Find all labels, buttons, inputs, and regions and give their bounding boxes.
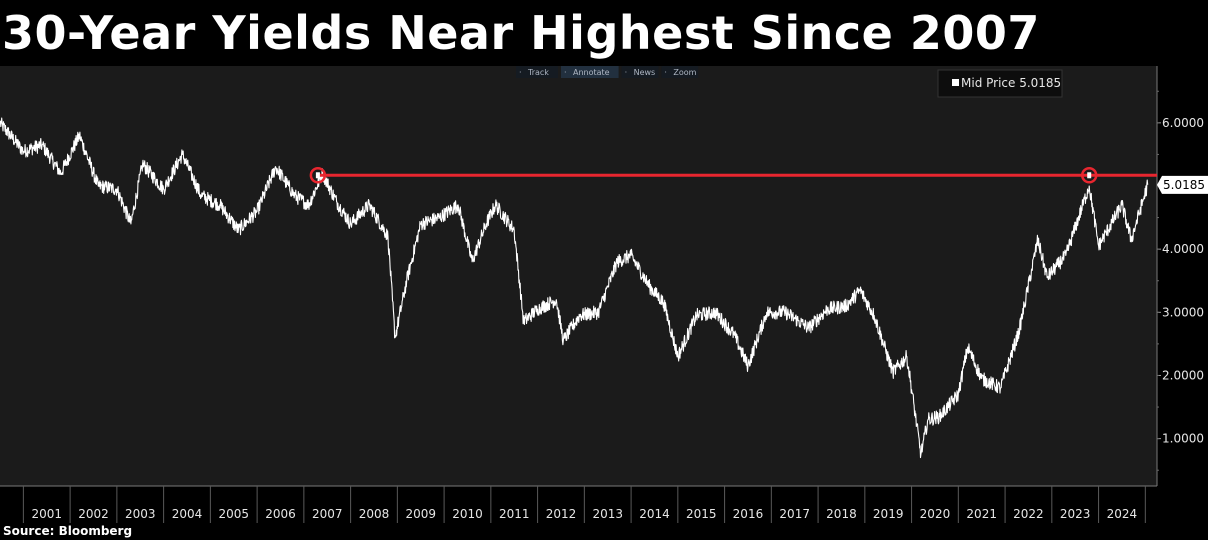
toolbar-track-label: Track bbox=[527, 68, 549, 77]
x-tick-label: 2021 bbox=[966, 507, 997, 521]
y-tick-label: 2.0000 bbox=[1162, 368, 1204, 382]
x-tick-label: 2003 bbox=[125, 507, 156, 521]
y-tick-label: 6.0000 bbox=[1162, 116, 1204, 130]
reference-marker bbox=[1080, 167, 1098, 184]
toolbar-zoom-label: Zoom bbox=[673, 68, 696, 77]
x-axis-ticks: 2001 2002 2003 2004 2005 2006 2007 2008 2009 2010… bbox=[22, 486, 1146, 523]
toolbar-zoom[interactable]: · Zoom bbox=[661, 66, 699, 78]
toolbar-annotate[interactable]: · Annotate bbox=[561, 66, 619, 78]
y-tick-label: 3.0000 bbox=[1162, 305, 1204, 319]
x-axis-background bbox=[0, 486, 1208, 523]
last-value-tag-text: 5.0185 bbox=[1163, 178, 1205, 192]
toolbar-zoom-bg bbox=[661, 66, 699, 78]
magnifier-icon: · bbox=[664, 68, 667, 77]
toolbar-news-label: News bbox=[634, 68, 656, 77]
x-tick-label: 2015 bbox=[686, 507, 717, 521]
y-tick-label: 4.0000 bbox=[1162, 242, 1204, 256]
source-note: Source: Bloomberg bbox=[3, 524, 133, 538]
x-tick-label: 2016 bbox=[733, 507, 764, 521]
y-axis-background bbox=[1157, 66, 1208, 486]
y-tick-label: 1.0000 bbox=[1162, 432, 1204, 446]
x-tick-label: 2008 bbox=[359, 507, 390, 521]
toolbar-annotate-label: Annotate bbox=[573, 68, 610, 77]
x-tick-label: 2022 bbox=[1013, 507, 1044, 521]
x-tick-label: 2011 bbox=[499, 507, 530, 521]
pencil-icon: · bbox=[564, 68, 567, 77]
x-tick-label: 2004 bbox=[172, 507, 203, 521]
x-tick-label: 2019 bbox=[873, 507, 904, 521]
x-tick-label: 2009 bbox=[405, 507, 436, 521]
legend-box: Mid Price 5.0185 bbox=[937, 69, 1063, 98]
x-tick-label: 2023 bbox=[1060, 507, 1091, 521]
toolbar-track-bg bbox=[516, 66, 558, 78]
last-value-tag: 5.0185 bbox=[1157, 175, 1208, 194]
x-tick-label: 2010 bbox=[452, 507, 483, 521]
series-line bbox=[0, 117, 1149, 459]
reference-marker bbox=[309, 167, 327, 184]
toolbar-track[interactable]: · Track bbox=[516, 66, 558, 78]
reference-marker-icon bbox=[1087, 172, 1092, 179]
x-tick-label: 2017 bbox=[779, 507, 810, 521]
x-tick-label: 2006 bbox=[265, 507, 296, 521]
toolbar-annotate-bg bbox=[561, 66, 619, 78]
x-tick-label: 2002 bbox=[78, 507, 109, 521]
news-icon: · bbox=[625, 68, 628, 77]
x-tick-label: 2001 bbox=[31, 507, 62, 521]
x-tick-label: 2018 bbox=[826, 507, 857, 521]
x-tick-label: 2020 bbox=[920, 507, 951, 521]
x-tick-label: 2012 bbox=[546, 507, 577, 521]
series-layer bbox=[0, 117, 1149, 459]
toolbar-news[interactable]: · News bbox=[621, 66, 659, 78]
chart-toolbar: · Track · Annotate · News · Zoom bbox=[516, 66, 699, 78]
x-tick-label: 2024 bbox=[1107, 507, 1138, 521]
crosshair-icon: · bbox=[519, 68, 522, 77]
toolbar-news-bg bbox=[621, 66, 659, 78]
x-tick-label: 2013 bbox=[592, 507, 623, 521]
x-tick-label: 2014 bbox=[639, 507, 670, 521]
yield-chart: · Track · Annotate · News · Zoom 1.0000 2.0000 3.… bbox=[0, 66, 1208, 523]
legend-swatch bbox=[952, 79, 959, 86]
plot-background bbox=[0, 66, 1157, 486]
legend-label: Mid Price 5.0185 bbox=[961, 76, 1061, 90]
reference-marker-icon bbox=[315, 172, 320, 179]
reference-layer bbox=[309, 167, 1157, 184]
page-title: 30-Year Yields Near Highest Since 2007 bbox=[0, 0, 1208, 66]
last-value-tag-shape bbox=[1157, 175, 1208, 194]
x-tick-label: 2005 bbox=[218, 507, 249, 521]
x-tick-label: 2007 bbox=[312, 507, 343, 521]
